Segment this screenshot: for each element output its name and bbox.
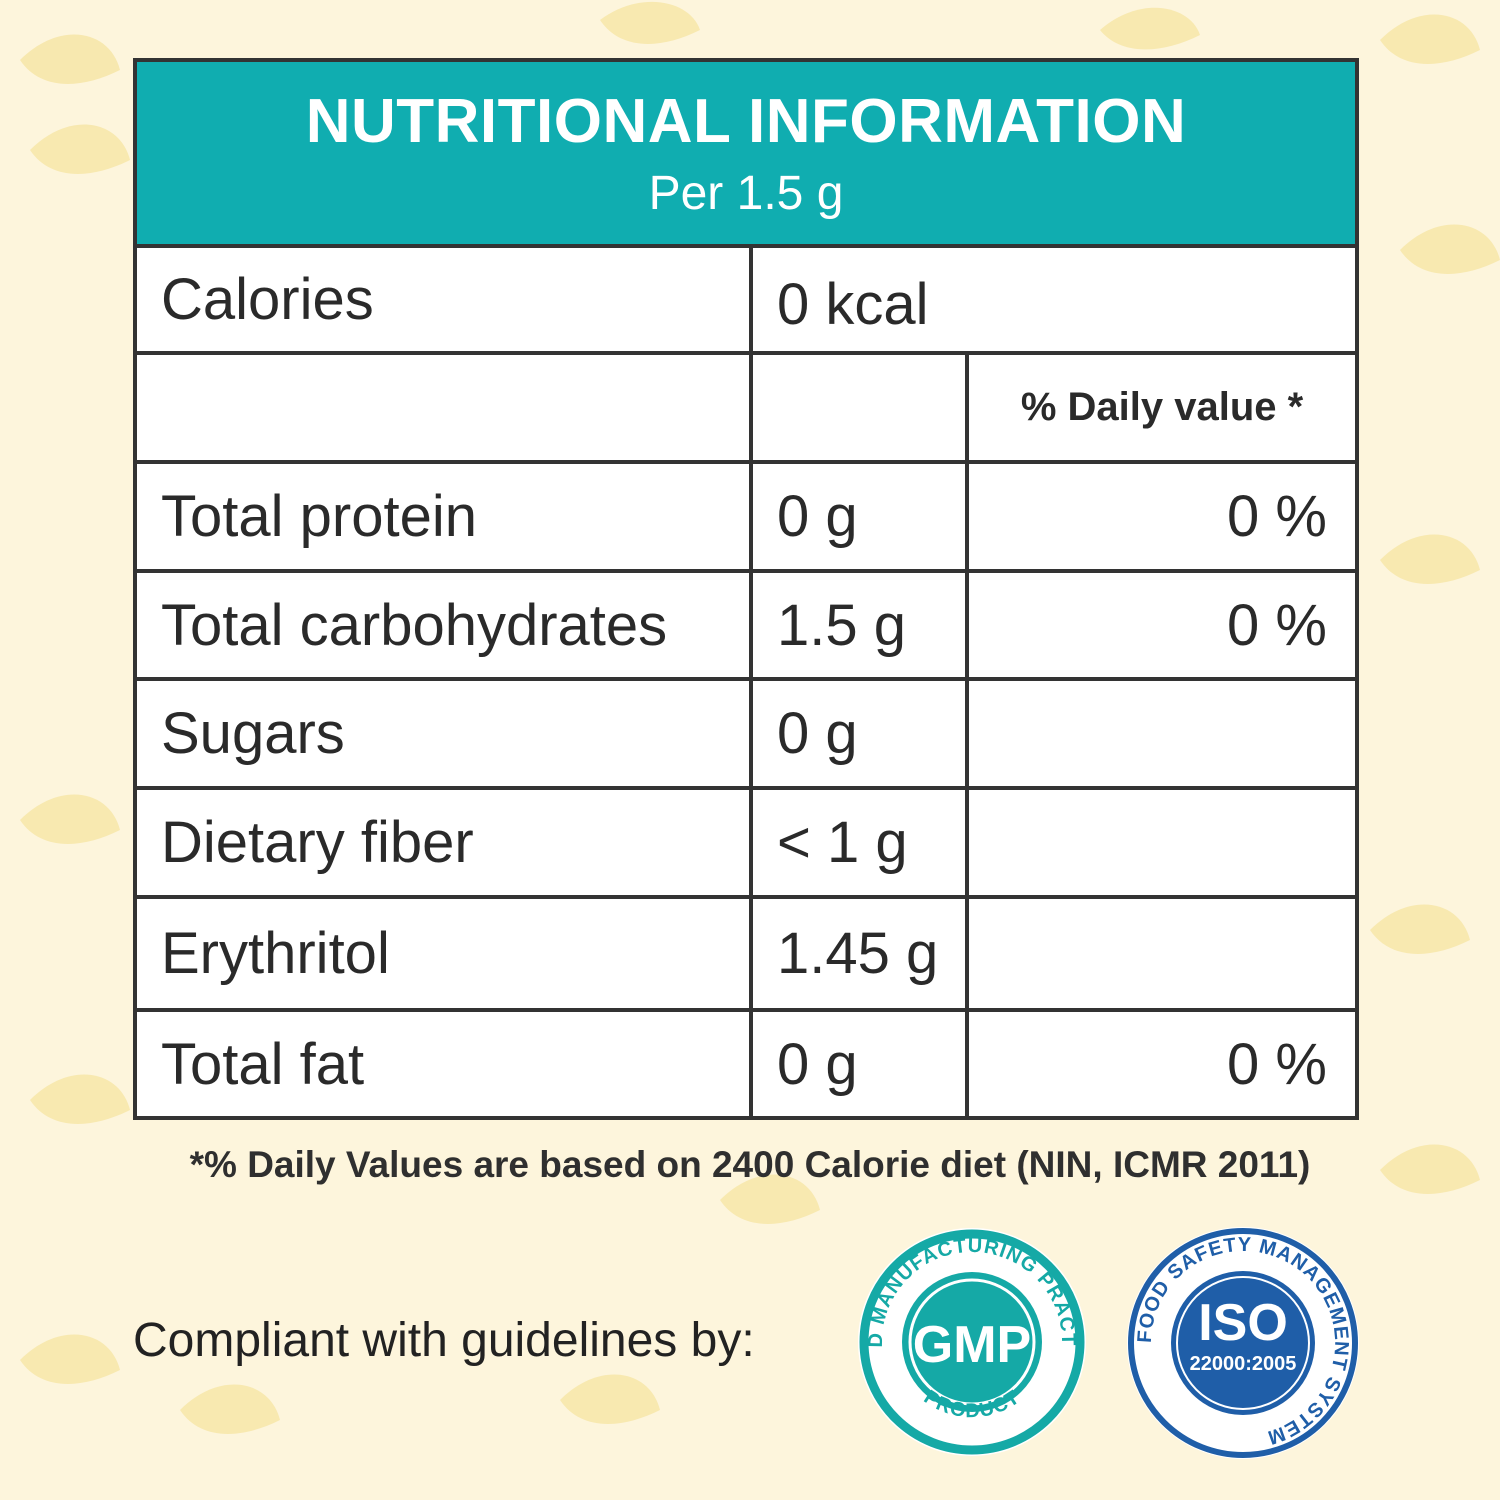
svg-text:GMP: GMP (913, 1316, 1031, 1374)
nutrient-amount: 0 g (777, 1031, 858, 1097)
nutrient-daily-value (969, 899, 1355, 1008)
divider (137, 351, 1355, 355)
divider (137, 460, 1355, 464)
calories-label: Calories (161, 267, 374, 332)
divider (137, 786, 1355, 790)
table-title: NUTRITIONAL INFORMATION (305, 87, 1187, 156)
nutrition-table: NUTRITIONAL INFORMATION Per 1.5 g Calori… (133, 58, 1359, 1120)
gmp-seal-icon: GOOD MANUFACTURING PRACTICES PRODUCT GMP (852, 1222, 1086, 1456)
table-header: NUTRITIONAL INFORMATION Per 1.5 g (137, 62, 1355, 244)
column-divider (749, 248, 753, 1116)
nutrient-amount: < 1 g (777, 810, 908, 875)
nutrient-amount: 1.5 g (777, 592, 906, 658)
nutrient-daily-value (969, 681, 1355, 786)
compliance-label: Compliant with guidelines by: (133, 1314, 755, 1367)
nutrient-label: Total fat (161, 1031, 365, 1097)
serving-size: Per 1.5 g (648, 167, 844, 220)
nutrient-daily-value: 0 % (1227, 484, 1327, 549)
daily-value-footnote: *% Daily Values are based on 2400 Calori… (189, 1144, 1311, 1185)
divider (137, 895, 1355, 899)
nutrient-daily-value (969, 790, 1355, 895)
daily-value-header: % Daily value * (1020, 385, 1304, 429)
nutrient-label: Total carbohydrates (161, 592, 668, 658)
svg-text:ISO: ISO (1198, 1294, 1288, 1352)
nutrient-amount: 0 g (777, 701, 858, 766)
iso-seal-icon: FOOD SAFETY MANAGEMENT SYSTEM ISO 22000:… (1127, 1227, 1359, 1459)
nutrient-label: Total protein (161, 484, 477, 549)
svg-text:22000:2005: 22000:2005 (1190, 1353, 1297, 1375)
divider (137, 244, 1355, 248)
divider (137, 1008, 1355, 1012)
divider (137, 569, 1355, 573)
divider (137, 677, 1355, 681)
nutrient-amount: 1.45 g (777, 921, 939, 986)
nutrient-label: Sugars (161, 701, 345, 766)
column-divider (965, 355, 969, 1116)
nutrient-label: Erythritol (161, 921, 390, 986)
calories-value: 0 kcal (777, 272, 929, 337)
nutrient-label: Dietary fiber (161, 810, 474, 875)
nutrient-daily-value: 0 % (1227, 1031, 1327, 1097)
nutrient-amount: 0 g (777, 484, 858, 549)
nutrient-daily-value: 0 % (1227, 592, 1327, 658)
